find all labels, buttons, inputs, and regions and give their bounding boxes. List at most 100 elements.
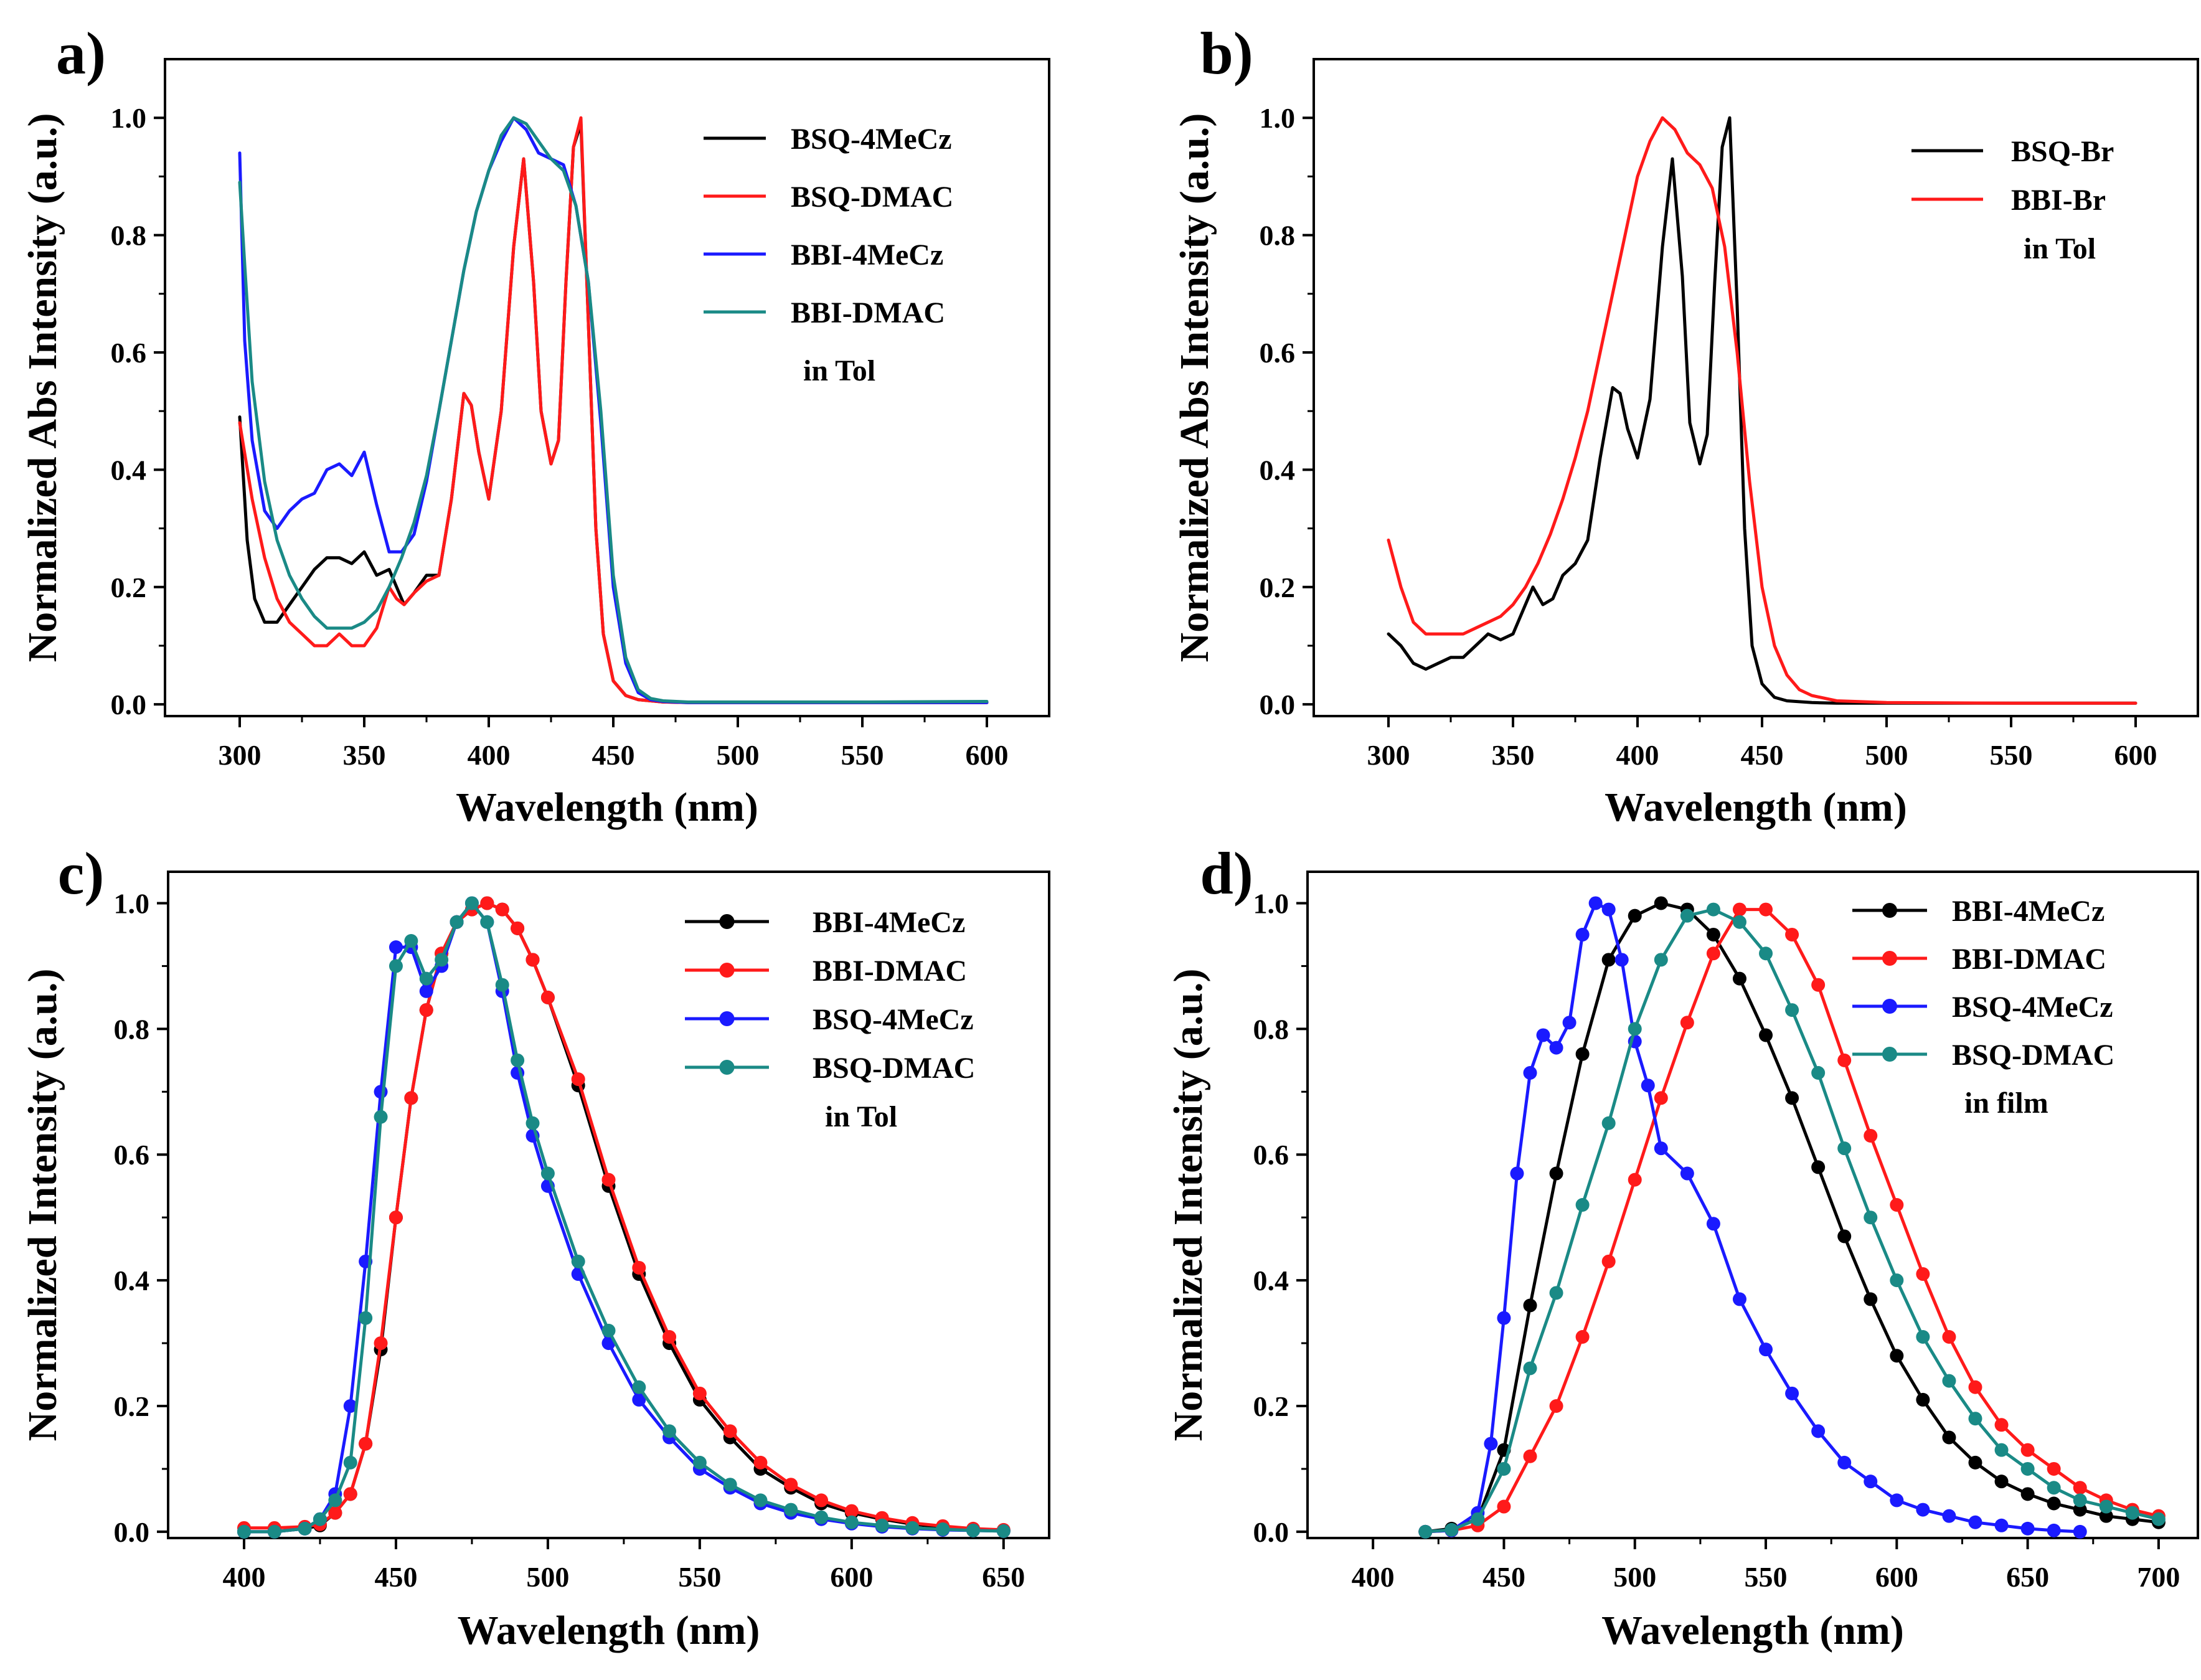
data-point <box>328 1506 342 1520</box>
data-point <box>1680 1166 1694 1181</box>
data-point <box>1759 902 1773 917</box>
data-point <box>1864 1292 1878 1306</box>
x-tick-label: 450 <box>1741 739 1784 771</box>
data-point <box>1968 1515 1982 1529</box>
y-tick-label: 0.2 <box>1260 572 1296 603</box>
data-point <box>662 1329 677 1344</box>
data-point <box>480 896 494 910</box>
data-point <box>419 971 433 986</box>
data-point <box>374 1110 388 1124</box>
data-point <box>601 1323 616 1338</box>
data-point <box>1942 1329 1956 1344</box>
x-tick-label: 400 <box>1616 739 1659 771</box>
data-point <box>1601 902 1616 917</box>
data-point <box>1890 1198 1904 1212</box>
data-point <box>2047 1481 2061 1495</box>
data-point <box>1811 978 1826 992</box>
data-point <box>723 1478 737 1492</box>
data-point <box>389 959 403 973</box>
data-point <box>1497 1461 1511 1476</box>
panel-c: 400 450 500 550 600 650 0.0 0.2 0.4 0.6 0.8 1.0 Wave… <box>20 840 1050 1653</box>
data-point <box>2020 1461 2035 1476</box>
data-point <box>1575 1329 1590 1344</box>
data-point <box>2125 1506 2139 1520</box>
data-point <box>464 896 479 910</box>
data-point <box>753 1455 768 1470</box>
legend-marker <box>1882 1047 1897 1062</box>
legend-marker <box>1882 999 1897 1014</box>
data-point <box>1680 1016 1694 1030</box>
series-line-bbi-dmac <box>238 116 989 704</box>
plot-frame <box>164 58 1050 717</box>
x-tick-label: 500 <box>526 1561 569 1593</box>
panel-d: 400 450 500 550 600 650 700 0.0 0.2 0.4 0.6 0.8 1.0 W… <box>1166 840 2199 1653</box>
data-point <box>601 1173 616 1187</box>
legend-note: in film <box>1964 1087 2048 1120</box>
panel-label: c) <box>58 840 105 907</box>
legend-marker <box>719 963 735 978</box>
data-point <box>1759 946 1773 961</box>
data-point <box>1654 1091 1668 1105</box>
x-tick-label: 550 <box>678 1561 721 1593</box>
y-tick-label: 1.0 <box>111 102 147 134</box>
panel-label: a) <box>56 20 106 87</box>
data-point <box>374 1336 388 1351</box>
data-point <box>267 1524 281 1539</box>
data-point <box>2047 1461 2061 1476</box>
y-axis-title: Normalized Intensity (a.u.) <box>20 969 65 1442</box>
x-tick-label: 350 <box>343 739 386 771</box>
data-point <box>511 1053 525 1067</box>
legend-label: BBI-DMAC <box>791 296 945 329</box>
data-point <box>1523 1298 1537 1313</box>
data-point <box>1994 1518 2009 1532</box>
panel-b: 300 350 400 450 500 550 600 0.0 0.2 0.4 0.6 0.8 1.0 W… <box>1172 20 2199 830</box>
data-point <box>1628 1022 1642 1036</box>
data-point <box>480 915 494 929</box>
data-point <box>1837 1053 1852 1067</box>
y-tick-label: 0.6 <box>114 1139 150 1171</box>
data-point <box>237 1524 251 1539</box>
data-point <box>2073 1524 2087 1539</box>
x-axis-title: Wavelength (nm) <box>1601 1608 1904 1653</box>
data-point <box>1706 902 1720 917</box>
data-point <box>1628 1173 1642 1187</box>
y-tick-label: 0.0 <box>1260 689 1296 720</box>
data-point <box>1706 927 1720 941</box>
plot-frame <box>1306 871 2199 1539</box>
legend-label: BSQ-DMAC <box>813 1052 975 1085</box>
data-point <box>1811 1066 1826 1080</box>
data-point <box>1732 971 1746 986</box>
data-point <box>540 990 555 1004</box>
data-point <box>419 1003 433 1017</box>
data-point <box>2073 1503 2087 1517</box>
data-point <box>875 1518 889 1532</box>
data-point <box>1549 1286 1563 1300</box>
data-point <box>1759 1343 1773 1357</box>
data-point <box>1732 902 1746 917</box>
data-point <box>1785 1386 1799 1400</box>
data-point <box>1706 1217 1720 1231</box>
data-point <box>1890 1273 1904 1288</box>
data-point <box>343 1487 357 1501</box>
data-point <box>313 1512 327 1526</box>
data-point <box>1916 1503 1930 1517</box>
y-tick-label: 1.0 <box>1253 887 1289 919</box>
data-point <box>1785 927 1799 941</box>
data-point <box>814 1493 829 1508</box>
data-point <box>753 1493 768 1508</box>
data-point <box>571 1072 585 1087</box>
data-point <box>404 1091 418 1105</box>
legend-label: BBI-4MeCz <box>1952 895 2104 928</box>
data-point <box>2020 1443 2035 1457</box>
legend-note: in Tol <box>825 1100 897 1133</box>
data-point <box>1641 1078 1655 1093</box>
data-point <box>1484 1437 1498 1451</box>
data-point <box>1497 1311 1511 1325</box>
y-tick-label: 0.2 <box>111 572 147 603</box>
data-point <box>495 978 509 992</box>
data-point <box>419 984 433 998</box>
data-point <box>1994 1443 2009 1457</box>
data-point <box>328 1493 342 1508</box>
x-tick-label: 400 <box>222 1561 265 1593</box>
data-point <box>1968 1380 1982 1394</box>
